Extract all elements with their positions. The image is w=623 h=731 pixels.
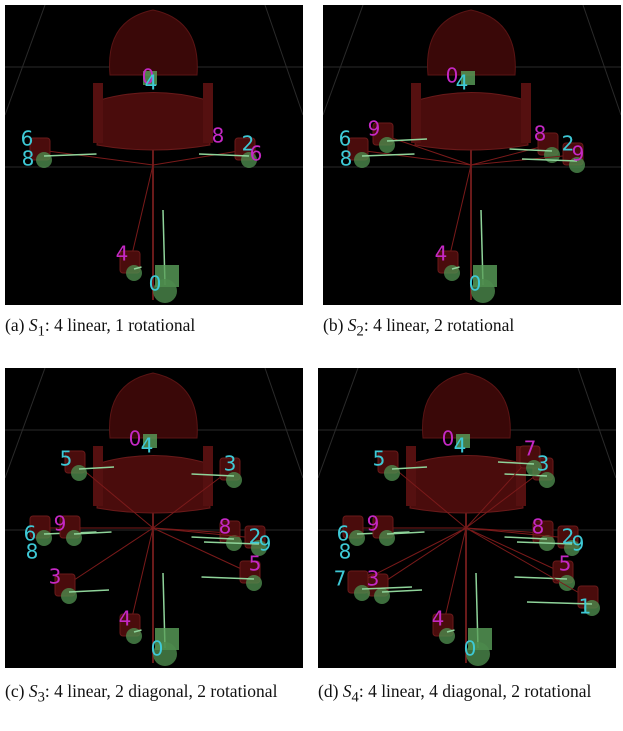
caption-tag: (d) [318, 681, 338, 701]
caption-symbol: S [29, 315, 38, 335]
object-label: 8 [534, 122, 547, 146]
object-label: 8 [339, 540, 352, 564]
caption: (d) S4: 4 linear, 4 diagonal, 2 rotation… [318, 679, 623, 710]
caption: (a) S1: 4 linear, 1 rotational [5, 313, 323, 344]
chair-arm [203, 446, 213, 506]
caption-symbol: S [29, 681, 38, 701]
object-label: 4 [145, 71, 158, 95]
object-label: 4 [141, 434, 154, 458]
object-label: 3 [537, 452, 550, 476]
object-label: 3 [49, 565, 62, 589]
caption-subscript: 4 [352, 690, 359, 706]
chair-arm [93, 83, 103, 143]
caption-text: : 4 linear, 2 rotational [364, 315, 514, 335]
gripper [36, 152, 52, 168]
chair-seat [97, 456, 210, 514]
object-label: 7 [524, 437, 537, 461]
object-label: 0 [464, 637, 477, 661]
object-label: 9 [572, 532, 585, 556]
chair-arm [93, 446, 103, 506]
object-label: 8 [22, 147, 35, 171]
caption: (c) S3: 4 linear, 2 diagonal, 2 rotation… [5, 679, 323, 710]
object-label: 4 [119, 607, 132, 631]
gripper [379, 530, 395, 546]
caption-subscript: 3 [38, 690, 45, 706]
gripper [349, 530, 365, 546]
gripper [384, 465, 400, 481]
object-label: 4 [435, 242, 448, 266]
gripper [354, 152, 370, 168]
caption: (b) S2: 4 linear, 2 rotational [323, 313, 623, 344]
object-label: 4 [432, 607, 445, 631]
object-label: 9 [368, 117, 381, 141]
gripper [246, 575, 262, 591]
gripper [379, 137, 395, 153]
object-label: 7 [334, 567, 347, 591]
caption-tag: (b) [323, 315, 343, 335]
gripper [66, 530, 82, 546]
object-label: 0 [442, 427, 455, 451]
chair-arm [521, 83, 531, 143]
scene-render: 046882640 [5, 5, 303, 305]
object-label: 9 [367, 512, 380, 536]
object-label: 5 [60, 447, 73, 471]
figure: 046882640(a) S1: 4 linear, 1 rotational0… [0, 0, 623, 731]
object-label: 0 [469, 272, 482, 296]
gripper [61, 588, 77, 604]
object-label: 5 [373, 447, 386, 471]
object-label: 0 [149, 272, 162, 296]
scene-render: 04536988293540771 [318, 368, 616, 668]
object-label: 9 [572, 142, 585, 166]
caption-tag: (a) [5, 315, 24, 335]
chair-seat [415, 93, 528, 151]
object-label: 8 [340, 147, 353, 171]
caption-subscript: 1 [38, 324, 45, 340]
object-label: 3 [367, 567, 380, 591]
caption-text: : 4 linear, 1 rotational [45, 315, 195, 335]
gripper [36, 530, 52, 546]
object-label: 9 [54, 512, 67, 536]
object-label: 0 [151, 637, 164, 661]
chair-seat [97, 93, 210, 151]
object-label: 1 [579, 595, 592, 619]
object-label: 8 [532, 515, 545, 539]
caption-text: : 4 linear, 4 diagonal, 2 rotational [359, 681, 592, 701]
object-label: 5 [559, 552, 572, 576]
object-label: 8 [212, 124, 225, 148]
object-label: 4 [116, 242, 129, 266]
caption-tag: (c) [5, 681, 24, 701]
gripper [71, 465, 87, 481]
object-label: 4 [456, 71, 469, 95]
object-label: 8 [26, 540, 39, 564]
chair-arm [406, 446, 416, 506]
object-label: 3 [224, 452, 237, 476]
caption-symbol: S [348, 315, 357, 335]
object-label: 6 [250, 142, 263, 166]
object-label: 5 [249, 552, 262, 576]
object-label: 4 [454, 434, 467, 458]
object-label: 8 [219, 515, 232, 539]
chair-arm [411, 83, 421, 143]
caption-symbol: S [343, 681, 352, 701]
caption-subscript: 2 [357, 324, 364, 340]
object-label: 0 [129, 427, 142, 451]
caption-text: : 4 linear, 2 diagonal, 2 rotational [45, 681, 278, 701]
